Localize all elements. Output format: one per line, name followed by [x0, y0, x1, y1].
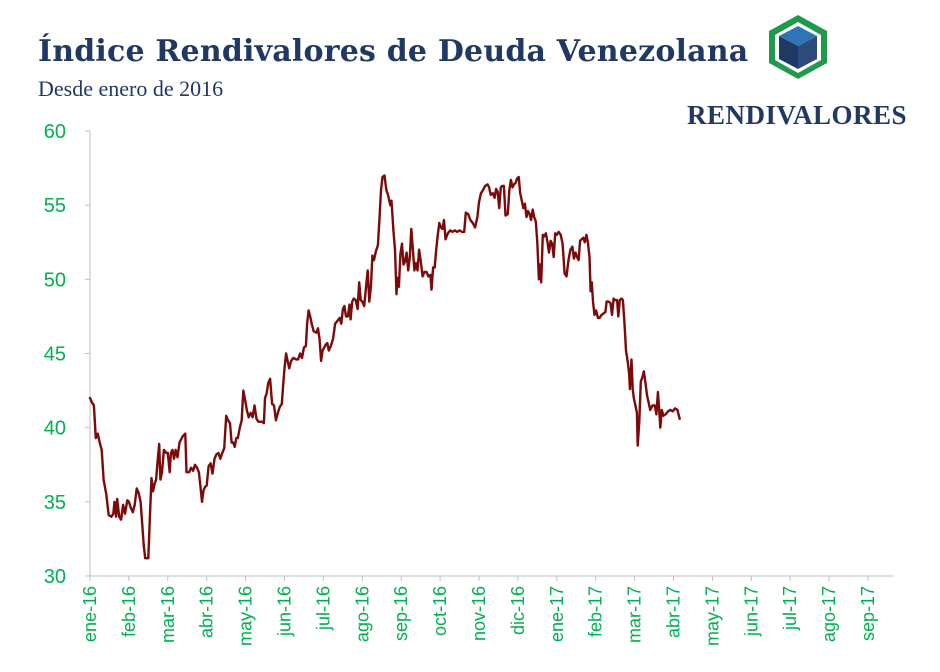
x-tick-label: ago-17	[819, 586, 839, 642]
x-tick-label: sep-16	[391, 586, 411, 641]
x-tick-label: abr-16	[197, 586, 217, 638]
x-tick-label: jul-17	[780, 586, 800, 631]
brand-logo: RENDIVALORES	[680, 12, 920, 130]
x-tick-label: feb-16	[119, 586, 139, 637]
y-tick-label: 50	[44, 269, 66, 291]
x-tick-label: ene-16	[80, 586, 100, 642]
x-tick-label: abr-17	[664, 586, 684, 638]
x-tick-label: nov-16	[469, 586, 489, 641]
brand-logo-text: RENDIVALORES	[687, 100, 908, 130]
series-line	[88, 174, 681, 560]
x-tick-label: sep-17	[858, 586, 878, 641]
x-tick-label: ago-16	[352, 586, 372, 642]
y-tick-label: 45	[44, 344, 66, 366]
y-tick-label: 60	[44, 121, 66, 143]
x-tick-label: jun-17	[741, 586, 761, 637]
chart-title: Índice Rendivalores de Deuda Venezolana	[38, 34, 749, 69]
x-tick-label: may-17	[702, 586, 722, 646]
cube-hexagon-icon	[769, 15, 827, 79]
y-tick-label: 35	[44, 492, 66, 514]
x-tick-label: dic-16	[508, 586, 528, 635]
x-tick-label: oct-16	[430, 586, 450, 636]
x-tick-label: mar-16	[158, 586, 178, 643]
y-tick-label: 40	[44, 418, 66, 440]
chart-subtitle: Desde enero de 2016	[38, 76, 224, 101]
plot-area	[88, 174, 681, 560]
y-tick-label: 30	[44, 566, 66, 588]
y-tick-label: 55	[44, 195, 66, 217]
y-axis: 30 35 40 45 50 55 60	[44, 121, 91, 588]
x-tick-label: ene-17	[547, 586, 567, 642]
x-tick-label: mar-17	[625, 586, 645, 643]
x-axis: ene-16 feb-16 mar-16 abr-16 may-16 jun-16 jul-…	[80, 575, 893, 646]
x-tick-label: feb-17	[586, 586, 606, 637]
x-tick-label: may-16	[236, 586, 256, 646]
x-tick-label: jul-16	[313, 586, 333, 631]
x-tick-label: jun-16	[275, 586, 295, 637]
